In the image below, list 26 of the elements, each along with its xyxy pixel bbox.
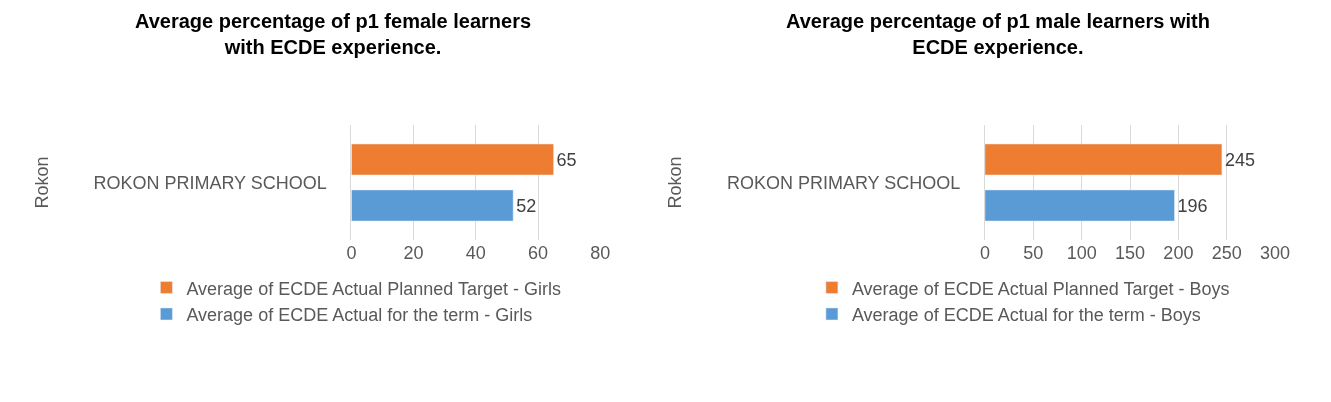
x-tick-label: 300 [1260, 242, 1291, 263]
x-tick-label: 50 [1023, 242, 1044, 263]
x-tick-label: 150 [1115, 242, 1146, 263]
y-axis-title: Rokon [665, 156, 686, 209]
legend-label: Average of ECDE Actual for the term - Girls [186, 304, 533, 325]
x-tick-label: 100 [1066, 242, 1097, 263]
legend-label: Average of ECDE Actual for the term - Boys [851, 304, 1201, 325]
data-label: 196 [1177, 195, 1208, 216]
x-tick-label: 0 [979, 242, 990, 263]
x-tick-label: 80 [590, 242, 611, 263]
chart-title: Average percentage of p1 female learners with ECDE experience. [135, 10, 532, 58]
data-label: 52 [516, 195, 537, 216]
x-tick-label: 0 [346, 242, 357, 263]
x-tick-label: 40 [465, 242, 486, 263]
data-label: 65 [556, 149, 577, 170]
legend-label: Average of ECDE Actual Planned Target - Girls [186, 278, 561, 299]
x-tick-label: 20 [403, 242, 424, 263]
y-axis-title: Rokon [31, 156, 52, 209]
y-tick-label: ROKON PRIMARY SCHOOL [93, 172, 327, 193]
legend-label: Average of ECDE Actual Planned Target - Boys [851, 278, 1230, 299]
x-tick-label: 200 [1163, 242, 1194, 263]
x-tick-label: 250 [1211, 242, 1242, 263]
x-tick-label: 60 [528, 242, 549, 263]
chart-title: Average percentage of p1 male learners with ECDE experience. [786, 10, 1210, 58]
y-tick-label: ROKON PRIMARY SCHOOL [726, 172, 961, 193]
data-label: 245 [1224, 149, 1255, 170]
